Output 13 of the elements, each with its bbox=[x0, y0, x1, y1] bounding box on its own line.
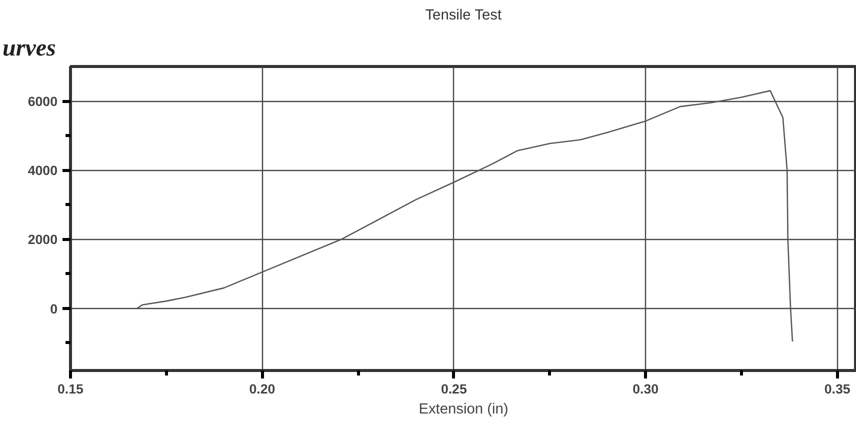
x-tick-label: 0.30 bbox=[632, 382, 659, 396]
x-tick-label: 0.20 bbox=[249, 382, 276, 396]
y-tick-label: 6000 bbox=[28, 94, 58, 110]
x-tick-label: 0.35 bbox=[824, 382, 851, 396]
text: urves bbox=[2, 36, 56, 62]
x-axis-title: Extension (in) bbox=[418, 402, 508, 418]
x-tick-label: 0.15 bbox=[58, 382, 84, 396]
y-tick-label: 4000 bbox=[28, 163, 58, 178]
x-tick-label: 0.25 bbox=[440, 382, 468, 396]
y-tick-label: 2000 bbox=[28, 232, 58, 248]
y-tick-label: 0 bbox=[50, 301, 58, 316]
chart-title: Tensile Test bbox=[425, 8, 502, 24]
line-series bbox=[136, 90, 794, 342]
